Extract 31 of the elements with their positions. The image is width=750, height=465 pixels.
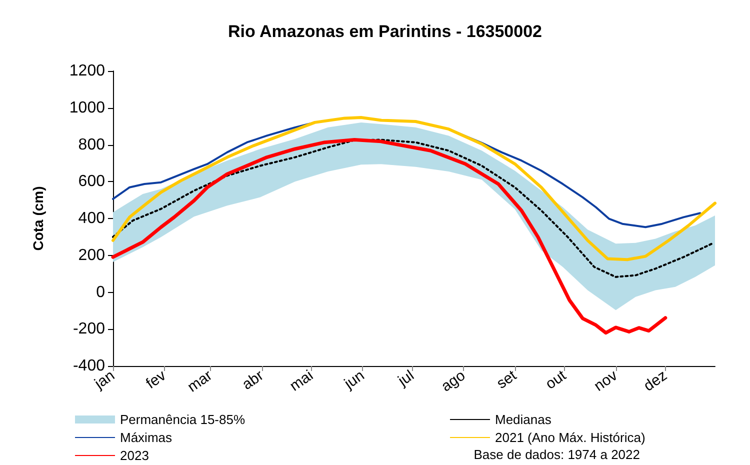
legend-label: 2023: [120, 448, 149, 463]
legend-label: 2021 (Ano Máx. Histórica): [495, 430, 646, 445]
x-tick-label: mar: [184, 367, 216, 396]
y-tick-label: -200: [72, 320, 106, 338]
legend-label: Medianas: [495, 412, 552, 427]
text: Base de dados: 1974 a 2022: [474, 447, 640, 462]
y-tick-label: 200: [78, 246, 106, 264]
y-tick-label: 400: [78, 210, 106, 227]
y-axis-title: Cota (cm): [30, 186, 46, 251]
y-tick-label: 1000: [69, 99, 106, 116]
x-tick-label: set: [494, 366, 520, 392]
x-tick-label: fev: [143, 366, 170, 392]
x-tick-label: jun: [340, 367, 368, 394]
x-tick-label: mai: [286, 367, 316, 395]
x-tick-label: dez: [640, 367, 670, 395]
y-tick-label: 800: [78, 136, 106, 154]
legend-label: Máximas: [120, 430, 173, 445]
x-tick-label: ago: [438, 367, 468, 396]
y-tick-label: 1200: [69, 62, 106, 80]
line-series: [112, 116, 716, 262]
x-tick-label: out: [542, 366, 570, 393]
legend-label: Permanência 15-85%: [120, 412, 246, 427]
chart-title: Rio Amazonas em Parintins - 16350002: [228, 22, 542, 41]
line-series: [111, 138, 668, 335]
y-tick-label: 600: [78, 173, 106, 190]
x-tick-label: nov: [591, 366, 622, 395]
x-tick-label: abr: [239, 367, 267, 394]
line-series: [112, 138, 714, 278]
y-tick-label: 0: [96, 284, 106, 301]
x-tick-label: jul: [394, 367, 418, 390]
y-tick-label: -400: [72, 358, 106, 374]
